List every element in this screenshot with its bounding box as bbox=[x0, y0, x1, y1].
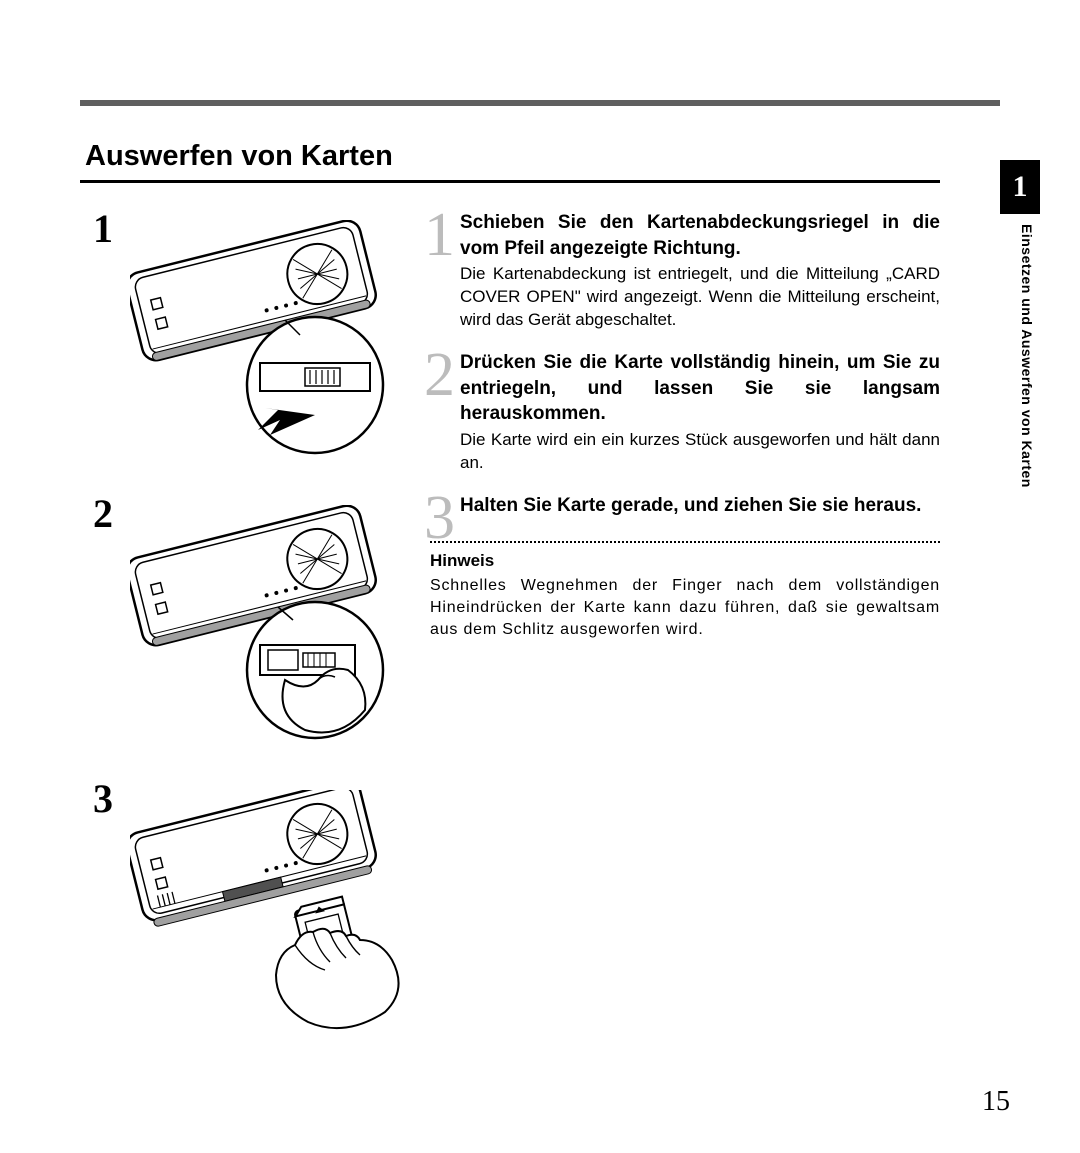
note-body: Schnelles Wegnehmen der Finger nach dem … bbox=[430, 575, 940, 642]
page-title: Auswerfen von Karten bbox=[85, 140, 393, 173]
note-label: Hinweis bbox=[430, 551, 940, 571]
figure-block: 1 bbox=[85, 205, 415, 470]
step-body: Die Karte wird ein ein kurzes Stück ausg… bbox=[460, 429, 940, 475]
figure-illustration bbox=[130, 790, 410, 1040]
step-body: Die Kartenabdeckung ist entriegelt, und … bbox=[460, 263, 940, 332]
page-number: 15 bbox=[982, 1086, 1010, 1118]
chapter-number: 1 bbox=[1013, 170, 1028, 204]
instruction-step: 3 Halten Sie Karte gerade, und ziehen Si… bbox=[430, 493, 940, 519]
figure-number: 1 bbox=[93, 205, 113, 252]
step-heading: Schieben Sie den Kartenabdeckungsriegel … bbox=[460, 210, 940, 261]
figure-number: 2 bbox=[93, 490, 113, 537]
step-number: 3 bbox=[424, 487, 455, 549]
step-heading: Drücken Sie die Karte vollständig hinein… bbox=[460, 350, 940, 427]
chapter-number-box: 1 bbox=[1000, 160, 1040, 214]
dotted-separator bbox=[430, 541, 940, 543]
instruction-step: 1 Schieben Sie den Kartenabdeckungsriege… bbox=[430, 210, 940, 332]
figure-column: 1 bbox=[85, 205, 415, 1060]
figure-illustration bbox=[130, 505, 410, 755]
title-rule bbox=[80, 180, 940, 183]
step-heading: Halten Sie Karte gerade, und ziehen Sie … bbox=[460, 493, 940, 519]
figure-number: 3 bbox=[93, 775, 113, 822]
figure-block: 3 bbox=[85, 775, 415, 1040]
steps-column: 1 Schieben Sie den Kartenabdeckungsriege… bbox=[430, 210, 940, 642]
figure-illustration bbox=[130, 220, 410, 470]
top-rule bbox=[80, 100, 1000, 106]
step-number: 1 bbox=[424, 204, 455, 266]
figure-block: 2 bbox=[85, 490, 415, 755]
instruction-step: 2 Drücken Sie die Karte vollständig hine… bbox=[430, 350, 940, 475]
step-number: 2 bbox=[424, 344, 455, 406]
side-section-label: Einsetzen und Auswerfen von Karten bbox=[1019, 224, 1035, 488]
